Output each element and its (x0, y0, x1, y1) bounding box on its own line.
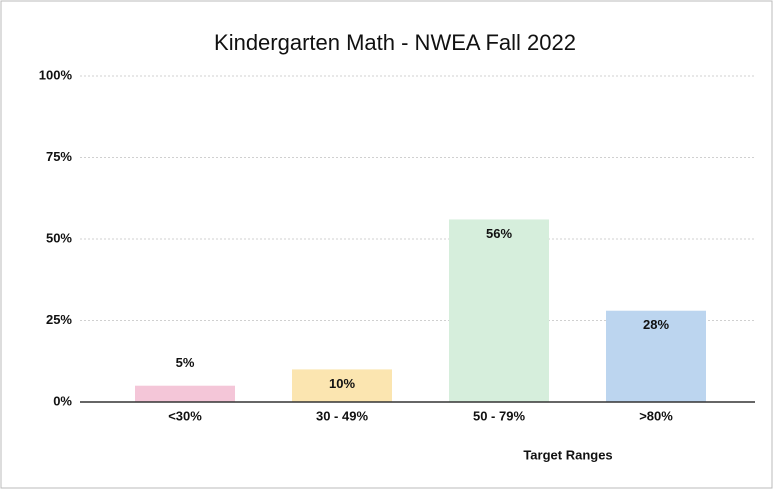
x-tick-label: 30 - 49% (316, 408, 368, 423)
y-tick-label: 25% (46, 312, 72, 327)
bar (449, 219, 549, 402)
bar (292, 369, 392, 402)
x-tick-label: >80% (639, 408, 673, 423)
data-label: 28% (643, 317, 669, 332)
data-label: 5% (176, 355, 195, 370)
y-tick-label: 100% (39, 67, 73, 82)
y-tick-label: 75% (46, 149, 72, 164)
chart-title: Kindergarten Math - NWEA Fall 2022 (214, 30, 576, 55)
y-tick-label: 0% (53, 393, 72, 408)
bar (135, 385, 235, 402)
y-tick-label: 50% (46, 230, 72, 245)
bar (606, 310, 706, 402)
data-label: 10% (329, 376, 355, 391)
x-tick-label: 50 - 79% (473, 408, 525, 423)
x-tick-label: <30% (168, 408, 202, 423)
x-axis-label: Target Ranges (523, 447, 612, 462)
data-label: 56% (486, 226, 512, 241)
